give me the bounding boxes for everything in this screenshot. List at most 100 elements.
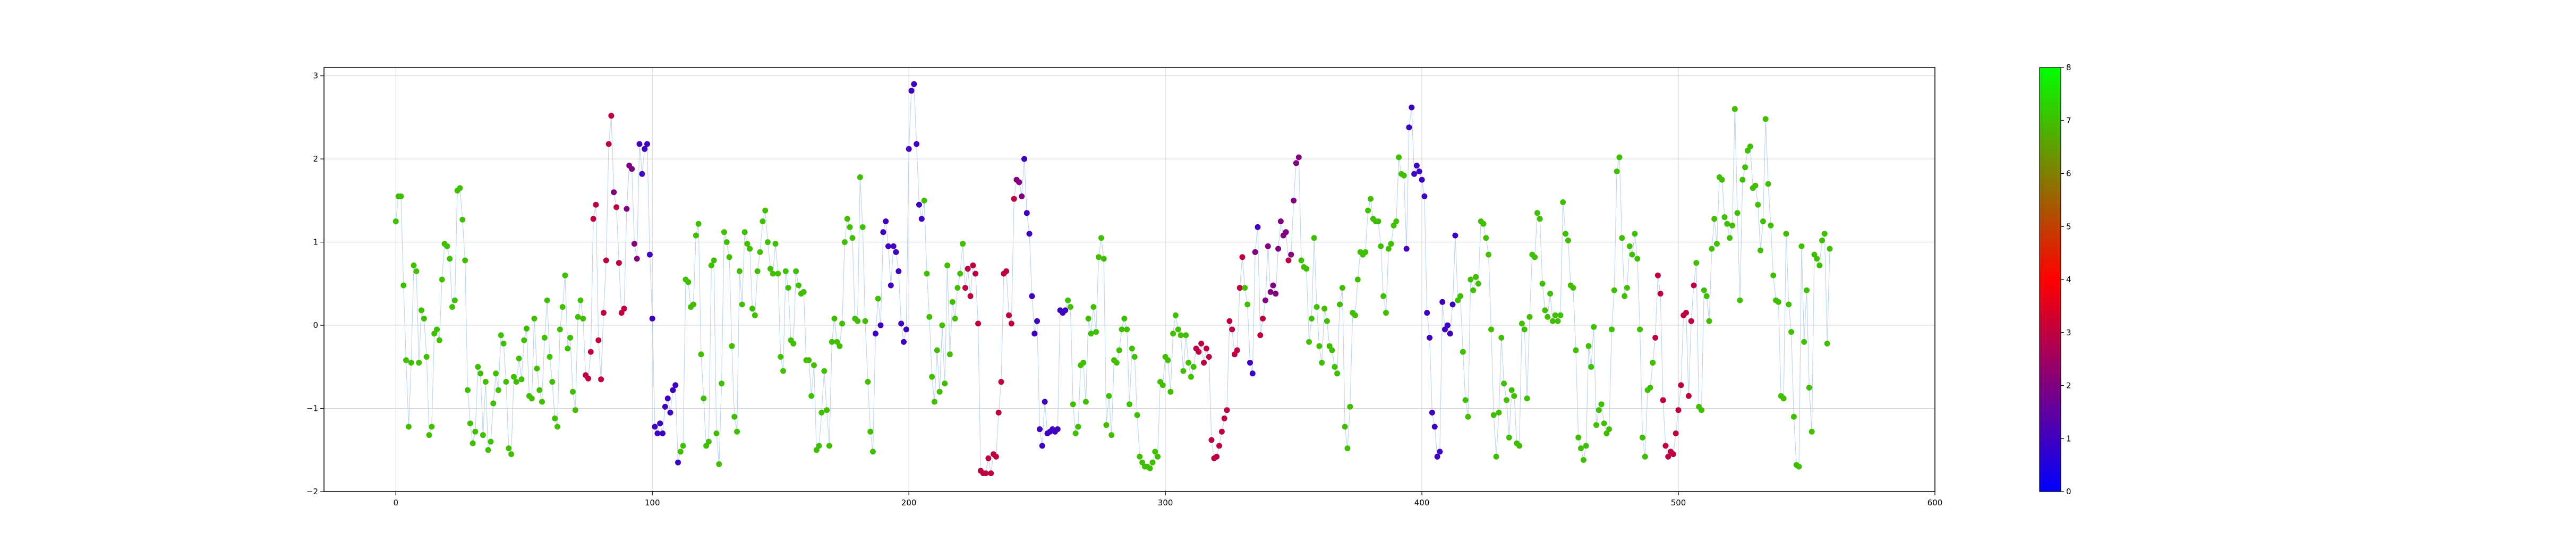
data-point xyxy=(667,409,673,416)
data-point xyxy=(1147,465,1153,471)
data-point xyxy=(1203,345,1209,352)
data-point xyxy=(936,388,943,395)
data-point xyxy=(1437,449,1443,455)
data-point xyxy=(970,262,976,268)
data-point xyxy=(1295,154,1302,160)
data-point xyxy=(1493,453,1499,460)
data-point xyxy=(1675,407,1682,413)
data-point xyxy=(1468,276,1474,283)
data-point xyxy=(1075,424,1081,430)
data-point xyxy=(1329,347,1335,353)
data-point xyxy=(1354,276,1361,283)
data-point xyxy=(639,171,645,177)
data-point xyxy=(1226,318,1233,324)
data-point xyxy=(929,374,935,380)
data-point xyxy=(439,276,445,283)
data-point xyxy=(1239,254,1246,260)
data-point xyxy=(1480,221,1487,227)
data-point xyxy=(1654,272,1661,278)
data-point xyxy=(488,438,494,445)
data-point xyxy=(642,146,648,152)
data-point xyxy=(549,379,556,385)
data-point xyxy=(721,229,727,235)
data-point xyxy=(467,420,473,427)
data-point xyxy=(859,224,866,230)
data-point xyxy=(1413,163,1420,169)
data-point xyxy=(1490,412,1497,418)
data-point xyxy=(1824,341,1830,346)
data-point xyxy=(1257,332,1264,339)
data-point xyxy=(508,451,515,458)
data-point xyxy=(1701,287,1707,293)
data-point xyxy=(595,337,602,343)
data-point xyxy=(1755,201,1761,208)
data-point xyxy=(1016,179,1022,185)
data-point xyxy=(1124,326,1130,333)
data-point xyxy=(924,270,930,277)
data-point xyxy=(1429,409,1435,416)
data-point xyxy=(664,395,671,402)
data-point xyxy=(1180,368,1187,374)
data-point xyxy=(1285,257,1292,264)
colorbar-tick-label: 8 xyxy=(2066,63,2071,72)
data-point xyxy=(975,320,982,327)
data-point xyxy=(880,229,886,235)
data-point xyxy=(544,297,550,303)
data-point xyxy=(739,301,745,308)
colorbar-tick-label: 6 xyxy=(2066,169,2071,179)
data-point xyxy=(1273,291,1279,297)
data-point xyxy=(1683,310,1689,316)
data-point xyxy=(747,246,753,252)
data-point xyxy=(1662,443,1669,449)
data-point xyxy=(855,318,861,324)
data-point xyxy=(459,216,466,223)
data-point xyxy=(1711,216,1718,222)
y-tick-label: −2 xyxy=(306,487,318,496)
data-point xyxy=(757,249,763,255)
data-point xyxy=(901,339,907,345)
data-point xyxy=(903,326,909,333)
data-point xyxy=(506,445,512,452)
data-point xyxy=(1814,256,1820,262)
data-point xyxy=(1255,224,1261,230)
data-point xyxy=(1029,293,1035,299)
data-point xyxy=(965,266,971,272)
data-point xyxy=(1401,172,1407,179)
data-point xyxy=(1062,307,1069,314)
data-point xyxy=(895,268,902,274)
data-point xyxy=(1819,238,1825,243)
data-point xyxy=(726,254,732,260)
data-point xyxy=(559,304,566,310)
data-point xyxy=(893,249,899,255)
y-tick-label: 1 xyxy=(313,238,318,247)
data-point xyxy=(1139,459,1146,466)
data-point xyxy=(1786,301,1792,308)
data-point xyxy=(1622,293,1628,299)
data-point xyxy=(1573,347,1579,353)
data-point xyxy=(1742,164,1748,171)
data-point xyxy=(1508,387,1515,393)
data-point xyxy=(1247,360,1253,366)
data-point xyxy=(680,443,686,449)
data-point xyxy=(1201,360,1207,366)
data-point xyxy=(562,272,568,278)
data-point xyxy=(557,326,563,333)
data-point xyxy=(1714,241,1720,247)
data-point xyxy=(708,262,714,268)
data-point xyxy=(983,470,989,477)
data-point xyxy=(849,235,856,241)
data-point xyxy=(1277,218,1284,224)
data-point xyxy=(1411,171,1418,177)
data-point xyxy=(841,239,848,246)
data-point xyxy=(946,351,953,358)
data-point xyxy=(1486,251,1492,258)
data-point xyxy=(1260,316,1266,322)
data-point xyxy=(495,387,501,393)
data-point xyxy=(587,349,594,355)
data-point xyxy=(465,387,471,393)
data-point xyxy=(675,459,681,466)
data-point xyxy=(457,185,463,191)
data-point xyxy=(1431,424,1438,430)
data-point xyxy=(657,420,663,427)
